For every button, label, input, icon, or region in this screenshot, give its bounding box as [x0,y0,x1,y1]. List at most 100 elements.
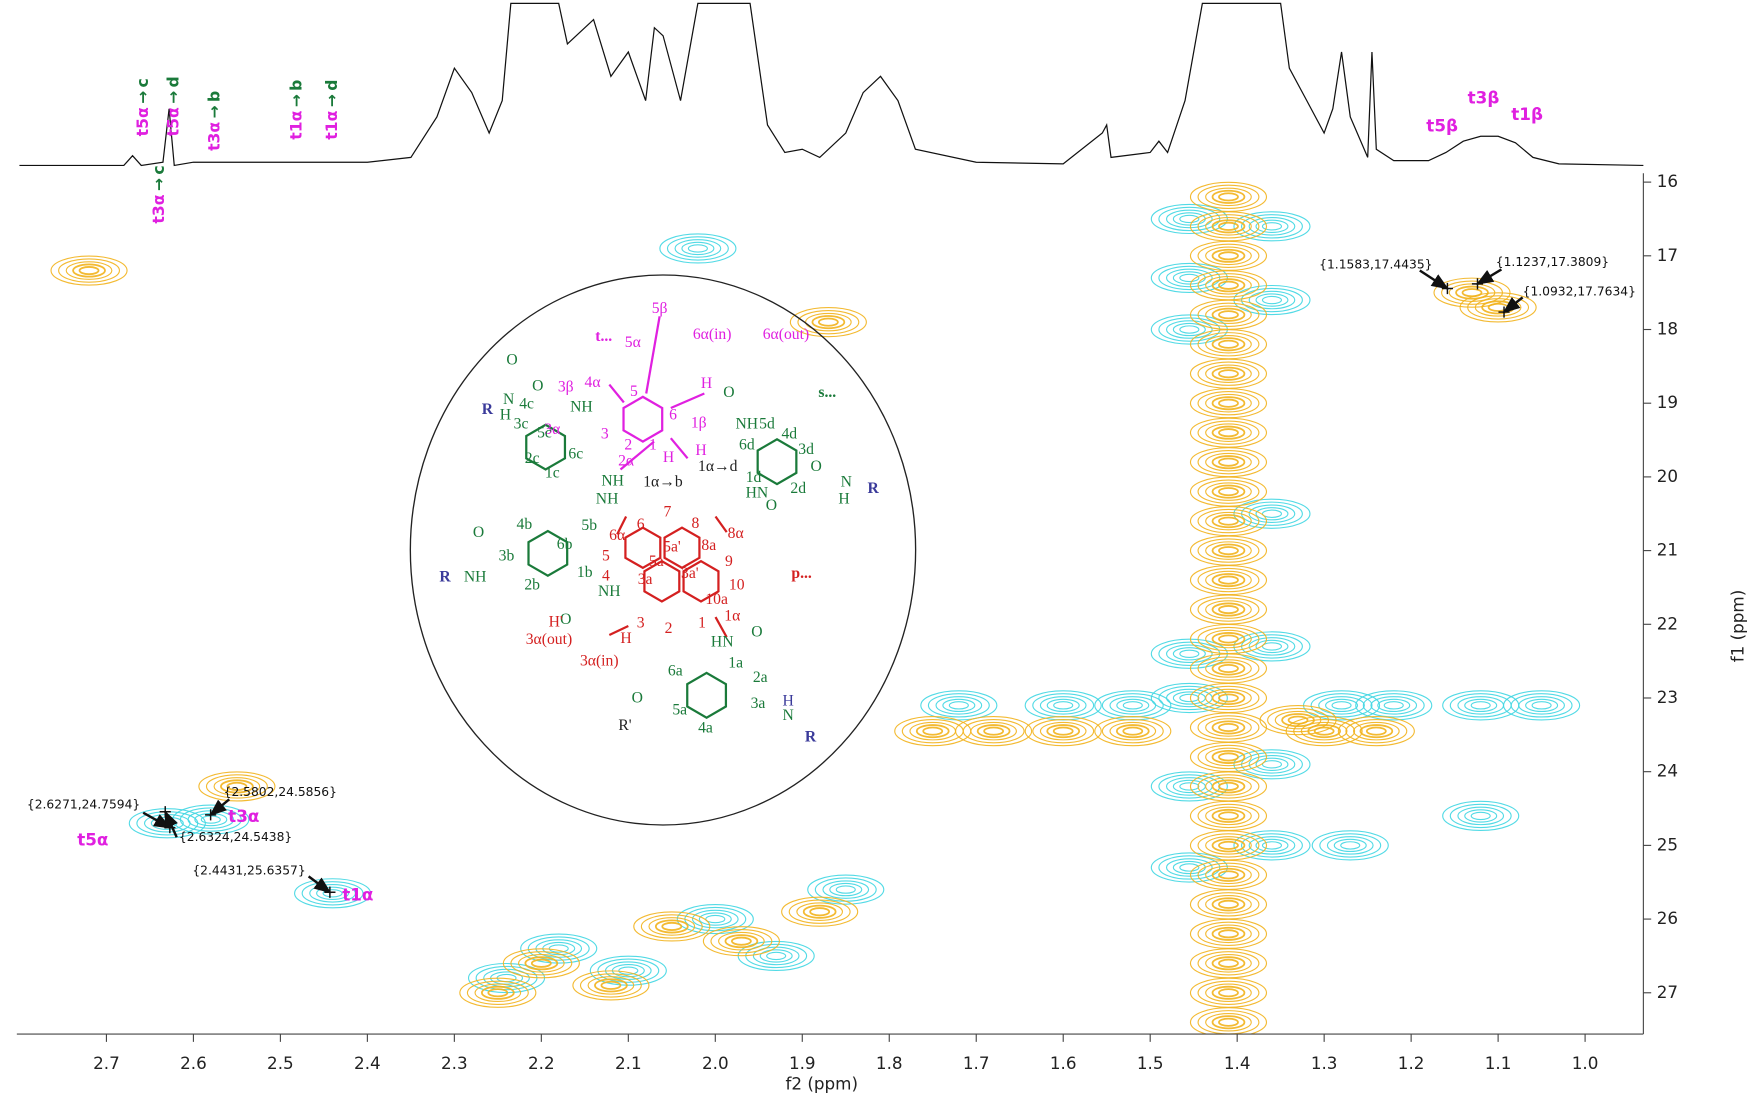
label-arrow: → [322,94,341,107]
contour-ring [1261,760,1283,769]
x-tick-label: 1.0 [1572,1053,1599,1073]
contour-peak [702,926,780,957]
label-from: t1α [286,110,305,139]
contour-ring [1267,707,1330,733]
structure-label: H [620,630,631,647]
structure-label: 5β [652,300,668,317]
contour-ring [1197,332,1260,357]
contour-ring [1362,693,1425,718]
contour-ring [1165,644,1213,664]
contour-ring [730,936,752,946]
contour-ring [1218,693,1239,703]
contour-ring [901,718,964,744]
contour-ring [1158,855,1221,880]
peak-arrow [1476,268,1503,285]
contour-ring [1205,806,1252,826]
y-axis-title: f1 (ppm) [1727,590,1747,663]
contour-ring [1241,833,1303,858]
contour-ring [1189,594,1268,625]
structure-label: 1α→d [698,458,738,475]
x-tick-label: 2.7 [93,1053,120,1073]
contour-ring [1197,951,1260,976]
contour-peak [1233,284,1311,316]
contour-peak [1503,690,1581,721]
structure-label: H [663,449,674,466]
contour-ring [1189,800,1268,831]
structure-label: 3α [544,421,560,438]
structure-label: O [506,352,517,369]
peak-marker [159,806,171,818]
contour-ring [1442,800,1520,831]
spectrum-label: t5α → d [163,76,182,136]
contour-ring [1172,647,1206,661]
peak-marker [1471,278,1484,290]
contour-ring [1218,457,1239,467]
structure-label: 5c [537,424,552,441]
contour-ring [1024,716,1102,747]
contour-ring [1218,811,1239,821]
contour-ring [654,919,689,934]
contour-peak [1189,358,1268,389]
contour-ring [681,241,715,256]
contour-ring [1197,243,1260,268]
contour-ring [920,690,998,721]
contour-ring [817,317,839,327]
structure-label: 3c [514,415,529,432]
structure-label: 3α(out) [526,631,572,648]
label-to: b [204,91,223,102]
contour-ring [322,889,343,898]
contour-ring [600,980,622,990]
contour-ring [1205,423,1252,442]
y-tick-label: 22 [1657,613,1678,633]
contour-ring [1449,693,1512,718]
peak-name: t3β [1468,87,1500,107]
structure-label: s... [818,384,836,401]
structure-label: NH [601,472,624,489]
contour-ring [309,884,356,903]
x-tick-label: 1.3 [1311,1053,1338,1073]
structure-label: 10a [705,591,728,608]
y-tick-label: 18 [1657,319,1678,339]
contour-peak [1024,690,1102,721]
contour-ring [220,779,254,794]
contour-ring [1205,217,1252,236]
structure-label: 1 [649,437,657,454]
contour-ring [1326,836,1374,855]
contour-ring [1211,956,1246,971]
contour-ring [1197,1010,1260,1035]
contour-ring [1370,696,1418,715]
structure-label: R' [618,717,631,734]
contour-peak [1189,447,1268,478]
contour-ring [572,970,650,1001]
structure-label: 5a' [663,538,681,555]
structure-label: O [766,497,777,514]
contour-ring [1189,388,1268,419]
contour-peak [1189,653,1268,684]
ring [643,559,681,603]
bond [669,437,689,460]
contour-ring [1189,830,1268,861]
structure-label: O [632,689,643,706]
contour-peak [807,874,885,905]
structure-label: 6b [557,536,573,553]
contour-ring [530,958,552,968]
contour-ring [1211,985,1246,1000]
contour-ring [942,698,976,713]
contour-ring [1318,696,1365,715]
contour-ring [1310,693,1373,718]
structure-label: O [532,377,543,394]
contour-ring [789,307,867,338]
contour-ring [1205,541,1252,560]
contour-ring [1197,479,1260,504]
contour-ring [1233,498,1311,529]
contour-ring [1218,1017,1239,1027]
contour-ring [1197,508,1260,534]
structure-label: O [560,611,571,628]
contour-peak [1189,1007,1268,1035]
contour-ring [1211,867,1246,882]
contour-ring [1248,637,1296,656]
contour-peak [1337,716,1415,747]
contour-ring [480,985,515,1000]
contour-ring [1158,206,1221,232]
contour-peak [1189,535,1268,566]
